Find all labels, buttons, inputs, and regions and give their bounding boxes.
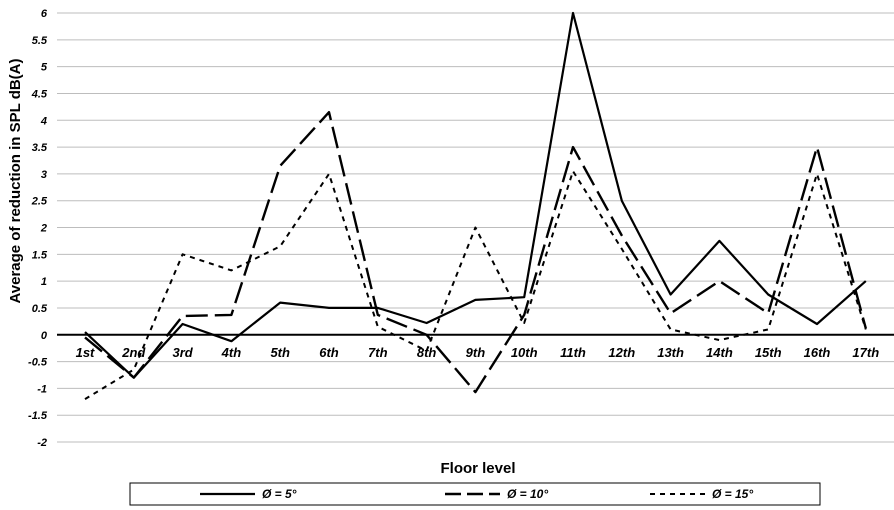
x-tick-label: 5th [270, 345, 290, 360]
y-tick-label: 2.5 [31, 196, 48, 208]
x-tick-label: 10th [511, 345, 538, 360]
x-tick-label: 3rd [172, 345, 193, 360]
x-tick-label: 1st [76, 345, 95, 360]
y-tick-label: 4.5 [31, 88, 48, 100]
y-tick-label: 1 [41, 276, 47, 288]
y-tick-label: 0.5 [32, 303, 48, 315]
series-line-3 [85, 171, 866, 399]
y-tick-label: 6 [41, 8, 48, 20]
x-axis-title: Floor level [440, 460, 515, 477]
legend: Ø = 5° Ø = 10° Ø = 15° [130, 483, 820, 505]
legend-label-2: Ø = 10° [507, 487, 548, 501]
y-tick-label: 4 [40, 115, 47, 127]
y-tick-label: -1 [37, 383, 47, 395]
x-tick-label: 13th [657, 345, 684, 360]
x-tick-label: 11th [560, 345, 586, 360]
series-line-1 [85, 13, 866, 378]
y-tick-label: -2 [37, 437, 47, 449]
y-tick-label: -0.5 [28, 357, 48, 369]
x-tick-label: 6th [319, 345, 339, 360]
y-tick-label: 0 [41, 330, 48, 342]
y-axis-title: Average of reduction in SPL dB(A) [7, 58, 24, 303]
x-tick-label: 4th [221, 345, 242, 360]
x-tick-label: 15th [755, 345, 782, 360]
y-tick-label: -1.5 [28, 410, 48, 422]
y-tick-label: 2 [40, 223, 47, 235]
x-tick-labels: 1st 2nd 3rd 4th 5th 6th 7th 8th 9th 10th 11th 12th 1… [76, 345, 880, 360]
x-tick-label: 14th [706, 345, 733, 360]
legend-label-3: Ø = 15° [712, 487, 753, 501]
series-lines [85, 13, 866, 399]
y-tick-label: 5 [41, 62, 48, 74]
x-tick-label: 16th [804, 345, 831, 360]
x-tick-label: 9th [466, 345, 486, 360]
y-tick-label: 3 [41, 169, 47, 181]
y-tick-labels: 6 5.5 5 4.5 4 3.5 3 2.5 2 1.5 1 0.5 0 -0.5 -1 -1.5 -2 [28, 8, 48, 449]
x-tick-label: 17th [852, 345, 879, 360]
x-tick-label: 12th [608, 345, 635, 360]
x-tick-label: 7th [368, 345, 388, 360]
y-tick-label: 3.5 [32, 142, 48, 154]
y-tick-label: 5.5 [32, 35, 48, 47]
y-tick-label: 1.5 [32, 249, 48, 261]
legend-label-1: Ø = 5° [262, 487, 297, 501]
